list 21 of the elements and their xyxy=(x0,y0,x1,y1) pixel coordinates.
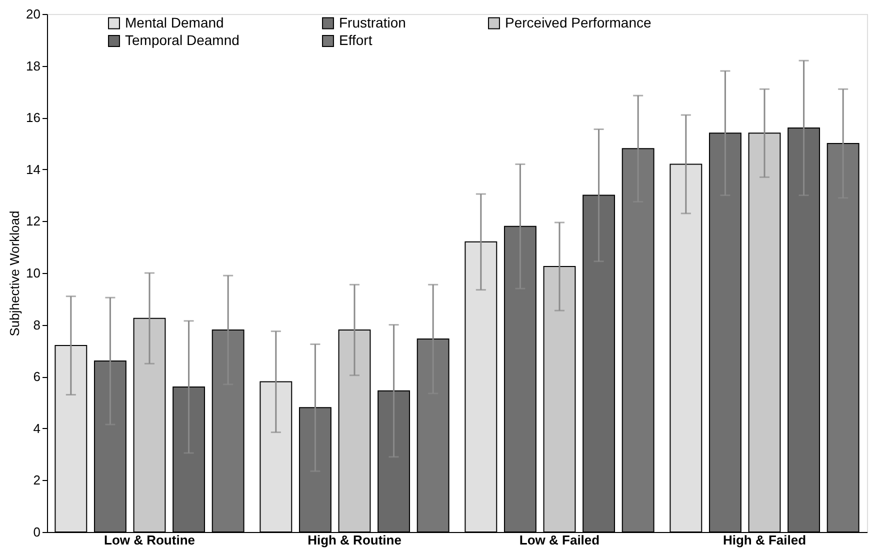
y-tick-label: 0 xyxy=(33,524,40,540)
legend-label: Perceived Performance xyxy=(505,14,652,30)
y-tick-label: 18 xyxy=(26,58,40,74)
y-tick-label: 2 xyxy=(33,472,40,488)
x-tick-label: High & Failed xyxy=(722,532,806,548)
legend-label: Mental Demand xyxy=(125,14,224,30)
x-tick-label: Low & Routine xyxy=(104,532,195,548)
y-tick-label: 14 xyxy=(26,162,40,177)
x-tick-label: High & Routine xyxy=(308,532,402,548)
y-tick-label: 12 xyxy=(26,214,40,229)
legend-label: Frustration xyxy=(339,14,406,30)
y-tick-label: 6 xyxy=(33,369,40,384)
y-tick-label: 4 xyxy=(33,420,40,436)
y-tick-label: 8 xyxy=(33,317,40,332)
legend-label: Effort xyxy=(339,32,372,48)
x-tick-label: Low & Failed xyxy=(519,532,600,548)
y-tick-label: 16 xyxy=(26,110,40,126)
y-tick-label: 20 xyxy=(26,6,40,22)
y-tick-label: 10 xyxy=(26,266,40,280)
y-axis-title: Subjhective Workload xyxy=(7,210,22,336)
legend-label: Temporal Deamnd xyxy=(125,32,240,48)
